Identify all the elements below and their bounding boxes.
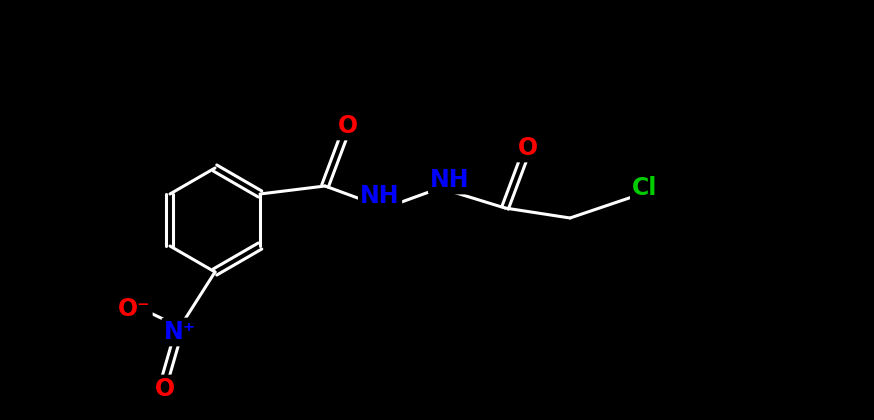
Text: N⁺: N⁺ — [164, 320, 196, 344]
Text: Cl: Cl — [633, 176, 658, 200]
Text: NH: NH — [430, 168, 470, 192]
Text: O⁻: O⁻ — [118, 297, 150, 321]
Text: O: O — [155, 377, 175, 401]
Text: O: O — [338, 114, 358, 138]
Text: NH: NH — [360, 184, 399, 208]
Text: O: O — [518, 136, 538, 160]
